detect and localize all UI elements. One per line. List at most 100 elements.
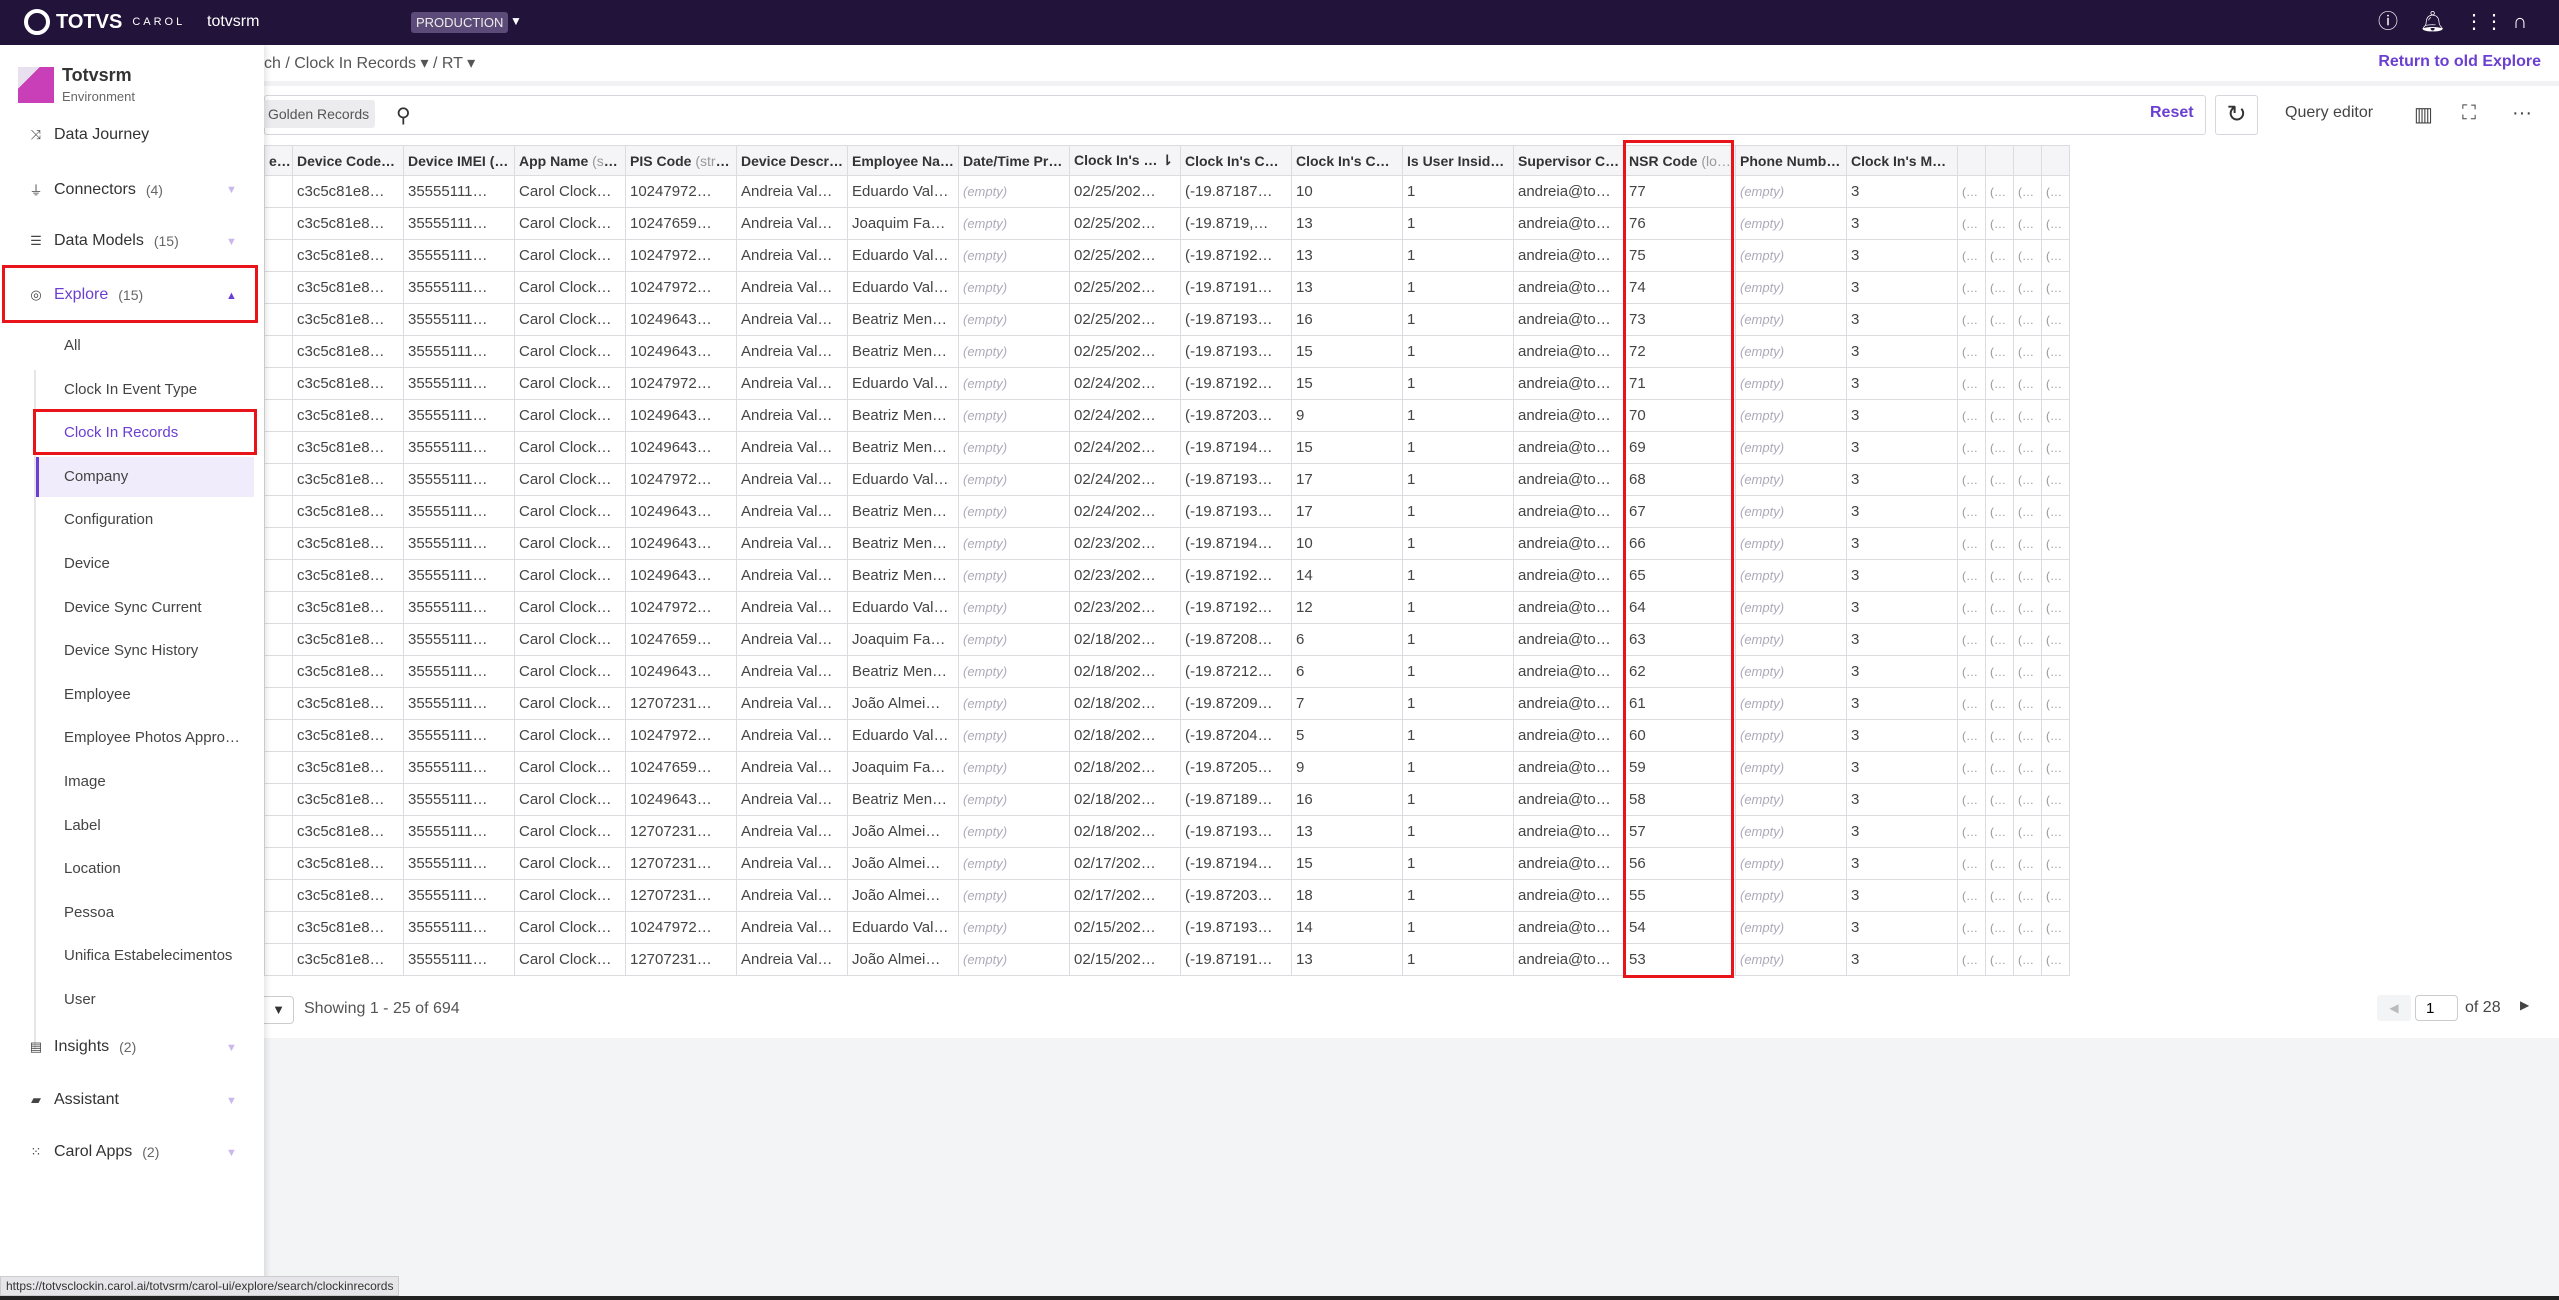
chevron-down-icon[interactable]: ▼: [510, 14, 522, 28]
environment-select[interactable]: PRODUCTION: [411, 12, 509, 33]
column-header[interactable]: Clock In's Co…: [1180, 145, 1292, 176]
explore-subitem[interactable]: User: [64, 991, 96, 1008]
chevron-icon[interactable]: ▼: [226, 184, 237, 196]
chevron-icon[interactable]: ▼: [226, 1147, 237, 1159]
column-header[interactable]: Date/Time Pr…: [958, 145, 1070, 176]
explore-subitem[interactable]: Configuration: [64, 511, 154, 529]
explore-subitem[interactable]: Device Sync History: [64, 642, 199, 660]
page-number-input[interactable]: [2415, 995, 2458, 1021]
tenant-name[interactable]: totvsrm: [207, 13, 260, 30]
column-header[interactable]: Phone Numb…: [1735, 145, 1847, 176]
explore-subitem[interactable]: Company: [64, 467, 129, 485]
explore-subitem[interactable]: Label: [64, 816, 101, 834]
explore-subitem[interactable]: Employee Photos Appro…: [64, 729, 240, 747]
table-cell: 3: [1846, 591, 1958, 624]
column-header[interactable]: NSR Code (lo…: [1624, 145, 1736, 176]
table-row[interactable]: c3c5c81e8… 35555111… Carol Clock… 10249643……: [264, 527, 2070, 560]
column-header[interactable]: e6…: [264, 145, 293, 176]
column-header[interactable]: App Name (st…: [514, 145, 626, 176]
explore-subitem[interactable]: Pessoa: [64, 903, 115, 921]
table-row[interactable]: c3c5c81e8… 35555111… Carol Clock… 10247972……: [264, 271, 2070, 304]
apps-grid-icon[interactable]: ⋮⋮: [2464, 11, 2504, 33]
table-cell: (empty): [958, 655, 1070, 688]
column-header[interactable]: Device Code…: [292, 145, 404, 176]
user-avatar-icon[interactable]: ∩: [2512, 11, 2528, 33]
column-header[interactable]: [1957, 145, 1986, 176]
table-row[interactable]: c3c5c81e8… 35555111… Carol Clock… 10247972……: [264, 719, 2070, 752]
column-header[interactable]: Device Descr…: [736, 145, 848, 176]
table-row[interactable]: c3c5c81e8… 35555111… Carol Clock… 10247972……: [264, 239, 2070, 272]
return-to-old-explore-link[interactable]: Return to old Explore: [2378, 53, 2541, 70]
column-header[interactable]: PIS Code (stri…: [625, 145, 737, 176]
totvs-logo[interactable]: TOTVS CAROL: [24, 9, 185, 35]
explore-subitem[interactable]: Location: [64, 860, 121, 878]
table-row[interactable]: c3c5c81e8… 35555111… Carol Clock… 10247972……: [264, 911, 2070, 944]
explore-subitem[interactable]: Unifica Estabelecimentos: [64, 947, 233, 965]
columns-icon[interactable]: ▥: [2414, 104, 2433, 126]
sidebar-item-connectors[interactable]: ⏚ Connectors (4): [28, 180, 162, 199]
fullscreen-icon[interactable]: ⛶: [2462, 102, 2476, 124]
table-row[interactable]: c3c5c81e8… 35555111… Carol Clock… 12707231……: [264, 815, 2070, 848]
table-row[interactable]: c3c5c81e8… 35555111… Carol Clock… 10249643……: [264, 559, 2070, 592]
column-header[interactable]: Is User Inside…: [1402, 145, 1514, 176]
sidebar-item-carol-apps[interactable]: ⁙ Carol Apps (2): [28, 1143, 160, 1161]
prev-page-button[interactable]: ◀: [2377, 995, 2411, 1021]
column-header[interactable]: Clock In's Co…: [1291, 145, 1403, 176]
column-header[interactable]: Device IMEI (…: [403, 145, 515, 176]
reset-button[interactable]: Reset: [2150, 104, 2194, 121]
query-editor-button[interactable]: Query editor: [2285, 104, 2374, 121]
golden-records-chip[interactable]: Golden Records: [262, 100, 376, 128]
table-row[interactable]: c3c5c81e8… 35555111… Carol Clock… 10249643……: [264, 431, 2070, 464]
explore-subitem[interactable]: All: [64, 337, 81, 354]
explore-subitem[interactable]: Clock In Records: [64, 424, 179, 442]
table-row[interactable]: c3c5c81e8… 35555111… Carol Clock… 10249643……: [264, 495, 2070, 528]
search-input[interactable]: [264, 95, 2206, 135]
sidebar-item-explore[interactable]: ◎ Explore (15): [28, 286, 143, 304]
table-row[interactable]: c3c5c81e8… 35555111… Carol Clock… 10247659……: [264, 751, 2070, 784]
table-row[interactable]: c3c5c81e8… 35555111… Carol Clock… 10247972……: [264, 463, 2070, 496]
column-header[interactable]: Employee Na…: [847, 145, 959, 176]
column-header[interactable]: Clock In's Mo…: [1846, 145, 1958, 176]
table-row[interactable]: c3c5c81e8… 35555111… Carol Clock… 12707231……: [264, 847, 2070, 880]
table-row[interactable]: c3c5c81e8… 35555111… Carol Clock… 10249643……: [264, 399, 2070, 432]
table-row[interactable]: c3c5c81e8… 35555111… Carol Clock… 10249643……: [264, 335, 2070, 368]
table-row[interactable]: c3c5c81e8… 35555111… Carol Clock… 10247659……: [264, 623, 2070, 656]
bell-icon[interactable]: 🔔︎: [2420, 11, 2446, 33]
sidebar-item-insights[interactable]: ▤ Insights (2): [28, 1038, 136, 1056]
chevron-icon[interactable]: ▼: [226, 1042, 237, 1054]
next-page-button[interactable]: ▶: [2520, 998, 2530, 1012]
explore-subitem[interactable]: Image: [64, 773, 106, 790]
sidebar-item-data-models[interactable]: ☰ Data Models (15): [28, 232, 179, 250]
column-header[interactable]: [1985, 145, 2014, 176]
explore-subitem[interactable]: Device: [64, 555, 110, 572]
chevron-icon[interactable]: ▼: [226, 236, 237, 248]
sidebar-item-data-journey[interactable]: ⤨ Data Journey: [28, 126, 159, 144]
breadcrumb[interactable]: ch / Clock In Records ▾ / RT ▾: [264, 55, 476, 72]
sidebar-item-assistant[interactable]: ▰ Assistant: [28, 1091, 129, 1109]
table-row[interactable]: c3c5c81e8… 35555111… Carol Clock… 10247972……: [264, 367, 2070, 400]
column-header[interactable]: [2041, 145, 2070, 176]
table-row[interactable]: c3c5c81e8… 35555111… Carol Clock… 10249643……: [264, 655, 2070, 688]
table-row[interactable]: c3c5c81e8… 35555111… Carol Clock… 10247972……: [264, 175, 2070, 208]
search-icon[interactable]: ⚲: [396, 105, 411, 127]
table-cell: 10249643…: [625, 783, 737, 816]
table-row[interactable]: c3c5c81e8… 35555111… Carol Clock… 10249643……: [264, 303, 2070, 336]
help-icon[interactable]: ⓘ: [2378, 11, 2398, 33]
explore-subitem[interactable]: Device Sync Current: [64, 598, 202, 616]
column-header[interactable]: Supervisor C…: [1513, 145, 1625, 176]
table-row[interactable]: c3c5c81e8… 35555111… Carol Clock… 12707231……: [264, 879, 2070, 912]
chevron-icon[interactable]: ▼: [226, 1095, 237, 1107]
chevron-icon[interactable]: ▲: [226, 290, 237, 302]
table-row[interactable]: c3c5c81e8… 35555111… Carol Clock… 10247972……: [264, 591, 2070, 624]
column-header[interactable]: Clock In's … ⇂: [1069, 145, 1181, 176]
table-row[interactable]: c3c5c81e8… 35555111… Carol Clock… 10249643……: [264, 783, 2070, 816]
more-options-icon[interactable]: ···: [2512, 102, 2532, 124]
explore-subitem[interactable]: Clock In Event Type: [64, 380, 198, 398]
explore-subitem[interactable]: Employee: [64, 685, 131, 703]
refresh-button[interactable]: ↻: [2215, 95, 2258, 135]
table-row[interactable]: c3c5c81e8… 35555111… Carol Clock… 12707231……: [264, 687, 2070, 720]
table-row[interactable]: c3c5c81e8… 35555111… Carol Clock… 10247659……: [264, 207, 2070, 240]
column-header[interactable]: [2013, 145, 2042, 176]
page-size-select[interactable]: ▼: [264, 996, 294, 1024]
table-row[interactable]: c3c5c81e8… 35555111… Carol Clock… 12707231……: [264, 943, 2070, 976]
